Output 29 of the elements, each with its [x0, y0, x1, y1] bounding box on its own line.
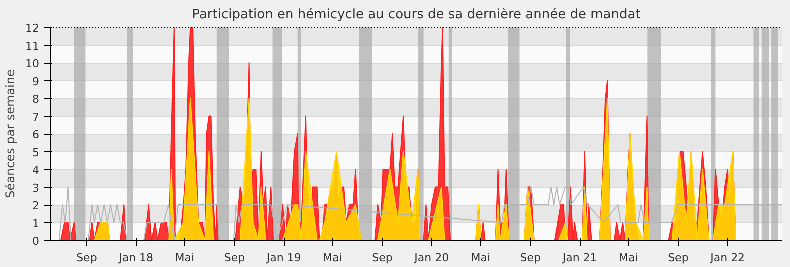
y-tick-label: 3 [32, 182, 40, 195]
x-tick-label: Sep [224, 252, 246, 264]
x-tick-label: Mai [619, 252, 638, 264]
y-tick-label: 10 [26, 58, 40, 70]
x-tick-label: Jan 19 [266, 252, 302, 264]
y-axis-title: Séances par semaine [4, 70, 18, 198]
x-tick-label: Jan 20 [414, 252, 450, 264]
x-tick-label: Jan 18 [118, 252, 154, 264]
x-tick-label: Sep [372, 252, 393, 264]
x-tick-label: Sep [520, 252, 542, 264]
x-tick-label: Mai [175, 252, 195, 264]
x-tick-label: Mai [471, 252, 491, 264]
y-tick-label: 4 [32, 164, 40, 177]
y-tick-label: 11 [26, 40, 40, 53]
x-tick-label: Jan 21 [562, 252, 598, 264]
x-tick-label: Jan 22 [710, 252, 746, 264]
y-tick-label: 12 [26, 22, 40, 35]
y-tick-label: 0 [32, 235, 40, 248]
y-tick-label: 7 [32, 110, 40, 124]
y-tick-label: 8 [32, 93, 40, 106]
y-tick-label: 9 [32, 75, 40, 88]
y-tick-label: 5 [32, 146, 40, 160]
y-tick-label: 2 [32, 200, 40, 212]
x-tick-label: Sep [668, 252, 689, 264]
x-tick-label: Mai [323, 252, 342, 264]
y-tick-label: 1 [32, 217, 40, 230]
x-tick-label: Sep [76, 252, 98, 264]
y-tick-label: 6 [32, 128, 40, 142]
chart-title: Participation en hémicycle au cours de sa dernière année de mandat [192, 8, 641, 22]
